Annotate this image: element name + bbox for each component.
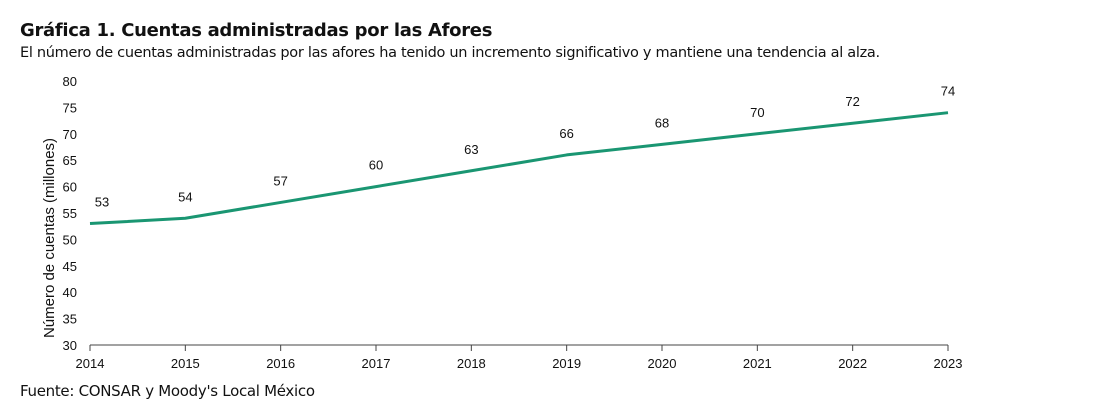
data-label: 60 (369, 158, 383, 173)
y-axis-label: Número de cuentas (millones) (41, 138, 58, 338)
x-tick-label: 2022 (838, 356, 867, 371)
data-label: 66 (559, 126, 573, 141)
data-label: 70 (750, 105, 764, 120)
y-tick-label: 30 (63, 338, 77, 353)
x-tick-label: 2016 (266, 356, 295, 371)
series-line (89, 111, 949, 226)
y-tick-label: 75 (63, 100, 77, 115)
x-tick-label: 2015 (171, 356, 200, 371)
y-tick-label: 80 (63, 74, 77, 89)
y-tick-label: 35 (63, 312, 77, 327)
y-tick-label: 60 (63, 180, 77, 195)
data-label: 74 (941, 84, 955, 99)
x-tick-label: 2021 (743, 356, 772, 371)
y-tick-label: 65 (63, 153, 77, 168)
chart-title: Gráfica 1. Cuentas administradas por las… (20, 20, 493, 41)
y-tick-label: 70 (63, 127, 77, 142)
y-tick-label: 40 (63, 285, 77, 300)
data-label: 63 (464, 142, 478, 157)
data-label: 54 (178, 189, 192, 204)
data-label: 53 (95, 195, 109, 210)
data-label: 57 (273, 173, 287, 188)
x-tick-label: 2018 (457, 356, 486, 371)
data-label: 72 (845, 94, 859, 109)
x-tick-label: 2019 (552, 356, 581, 371)
x-tick-label: 2017 (362, 356, 391, 371)
x-tick-label: 2023 (934, 356, 963, 371)
y-tick-label: 45 (63, 259, 77, 274)
y-tick-label: 50 (63, 232, 77, 247)
x-tick-label: 2014 (76, 356, 105, 371)
data-label: 68 (655, 115, 669, 130)
chart-subtitle: El número de cuentas administradas por l… (20, 45, 880, 61)
chart-source: Fuente: CONSAR y Moody's Local México (20, 382, 315, 400)
x-tick-label: 2020 (648, 356, 677, 371)
y-tick-label: 55 (63, 206, 77, 221)
